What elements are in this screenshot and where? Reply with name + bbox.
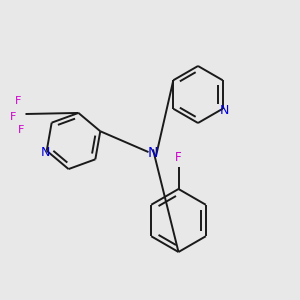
Text: N: N	[220, 104, 229, 117]
Text: F: F	[15, 97, 21, 106]
Text: F: F	[10, 112, 17, 122]
Text: N: N	[40, 146, 50, 159]
Text: N: N	[148, 146, 158, 160]
Text: F: F	[175, 152, 182, 164]
Text: F: F	[18, 125, 24, 135]
